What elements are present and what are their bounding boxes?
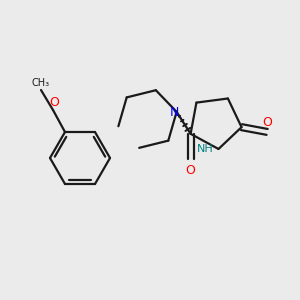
Text: N: N <box>170 106 179 119</box>
Text: O: O <box>186 164 196 177</box>
Text: O: O <box>262 116 272 129</box>
Text: CH₃: CH₃ <box>32 78 50 88</box>
Text: NH: NH <box>197 144 214 154</box>
Text: O: O <box>49 96 59 109</box>
